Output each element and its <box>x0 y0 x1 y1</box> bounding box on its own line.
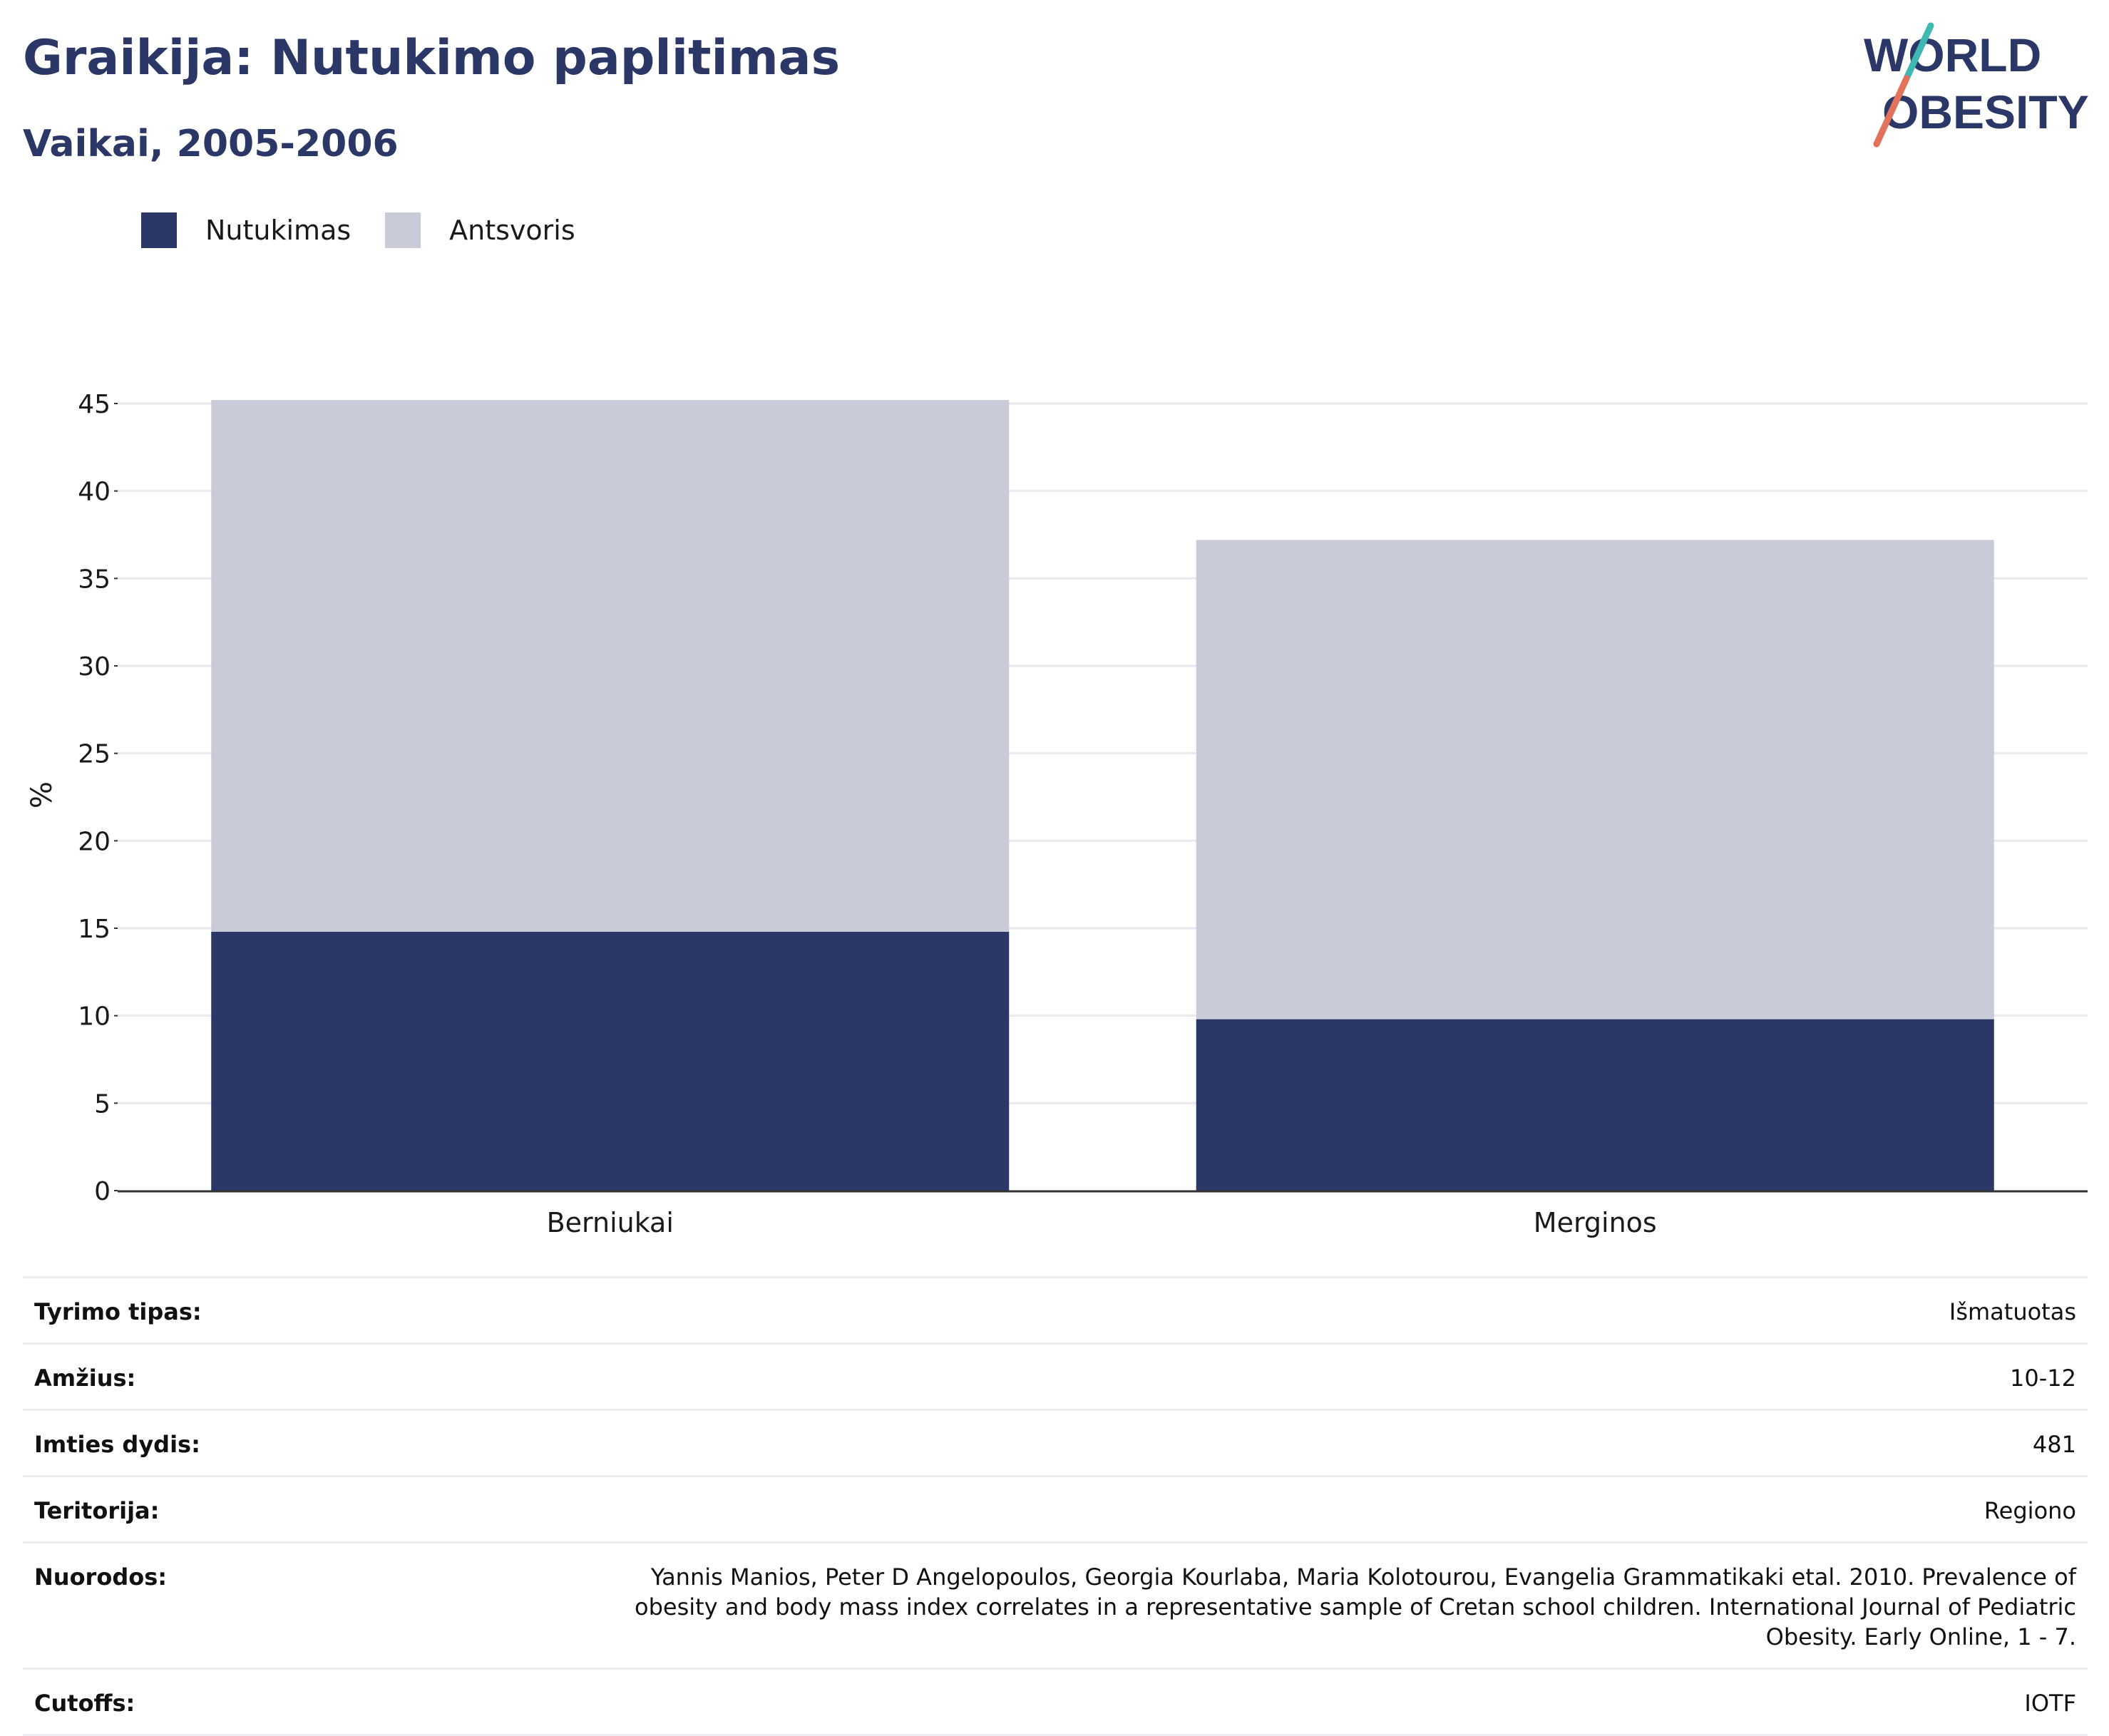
info-value: 10-12 <box>2010 1365 2076 1392</box>
bar-nutukimas-berniukai <box>211 931 1010 1191</box>
x-tick-label: Berniukai <box>547 1207 674 1238</box>
legend-item-nutukimas[interactable]: Nutukimas <box>141 212 351 248</box>
info-value: Išmatuotas <box>1949 1298 2076 1325</box>
world-obesity-logo: WORLD OBESITY <box>1864 22 2089 148</box>
y-tick-label: 35 <box>78 565 111 594</box>
legend-label-antsvoris: Antsvoris <box>449 215 575 246</box>
y-axis-label: % <box>26 781 58 808</box>
info-row-study-type: Tyrimo tipas: Išmatuotas <box>23 1276 2088 1342</box>
y-tick-label: 5 <box>94 1089 111 1119</box>
chart-legend: Nutukimas Antsvoris <box>141 212 610 248</box>
legend-item-antsvoris[interactable]: Antsvoris <box>385 212 575 248</box>
info-value: IOTF <box>2024 1690 2076 1717</box>
info-key: Cutoffs: <box>34 1690 135 1717</box>
y-tick-label: 15 <box>78 915 111 944</box>
y-tick-label: 45 <box>78 390 111 419</box>
info-row-sample-size: Imties dydis: 481 <box>23 1409 2088 1475</box>
legend-label-nutukimas: Nutukimas <box>205 215 352 246</box>
legend-swatch-antsvoris <box>385 212 421 248</box>
bar-antsvoris-merginos <box>1196 540 1994 1019</box>
bar-antsvoris-berniukai <box>211 400 1010 932</box>
stacked-bar-chart: 0 5 10 15 20 25 30 35 40 45% Berniukai Merginos <box>26 390 2088 1238</box>
y-tick-label: 40 <box>78 478 111 507</box>
y-tick-label: 25 <box>78 740 111 769</box>
svg-text:OBESITY: OBESITY <box>1882 86 2089 138</box>
info-value: 481 <box>2032 1431 2076 1458</box>
chart-title: Graikija: Nutukimo paplitimas <box>23 30 841 86</box>
info-key: Teritorija: <box>34 1497 160 1524</box>
info-key: Imties dydis: <box>34 1431 200 1458</box>
svg-text:WORLD: WORLD <box>1864 29 2041 81</box>
y-tick-label: 30 <box>78 652 111 682</box>
y-tick-label: 20 <box>78 827 111 856</box>
info-row-age: Amžius: 10-12 <box>23 1342 2088 1409</box>
info-row-territory: Teritorija: Regiono <box>23 1475 2088 1541</box>
info-value: Yannis Manios, Peter D Angelopoulos, Geo… <box>635 1563 2076 1650</box>
y-tick-label: 0 <box>94 1177 111 1206</box>
info-row-references: Nuorodos: Yannis Manios, Peter D Angelop… <box>23 1541 2088 1668</box>
bar-nutukimas-merginos <box>1196 1019 1994 1191</box>
info-value: Regiono <box>1984 1497 2076 1524</box>
y-tick-label: 10 <box>78 1002 111 1032</box>
info-key: Tyrimo tipas: <box>34 1298 202 1325</box>
info-key: Amžius: <box>34 1365 136 1392</box>
legend-swatch-nutukimas <box>141 212 177 248</box>
chart-subtitle: Vaikai, 2005-2006 <box>23 123 399 165</box>
x-tick-label: Merginos <box>1534 1207 1657 1238</box>
info-key: Nuorodos: <box>34 1563 168 1591</box>
study-info-table: Tyrimo tipas: Išmatuotas Amžius: 10-12 I… <box>23 1276 2088 1736</box>
